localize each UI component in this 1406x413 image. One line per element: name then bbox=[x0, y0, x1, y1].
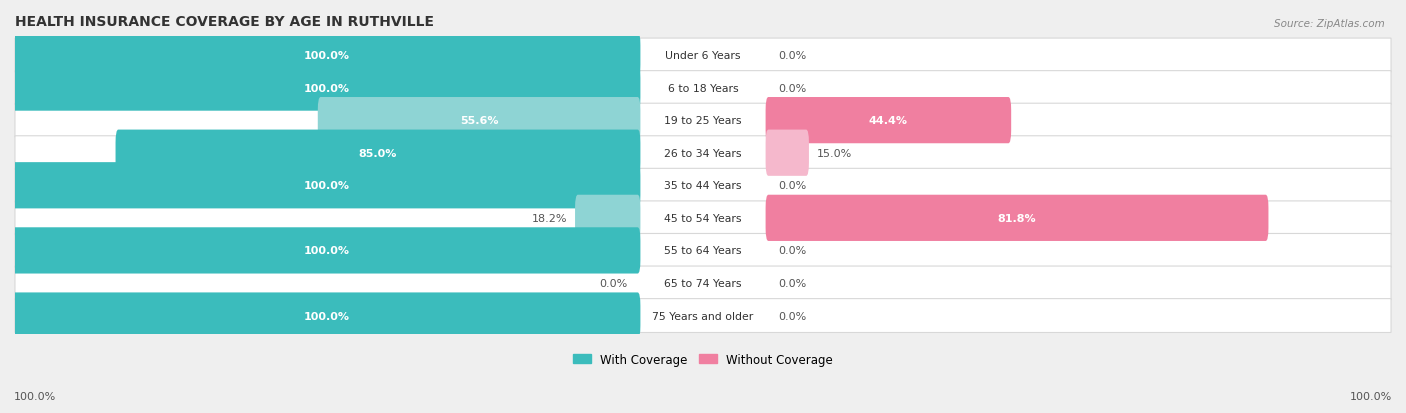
Text: 0.0%: 0.0% bbox=[779, 83, 807, 93]
FancyBboxPatch shape bbox=[15, 169, 1391, 203]
Text: 0.0%: 0.0% bbox=[779, 278, 807, 288]
Text: 18.2%: 18.2% bbox=[531, 214, 568, 223]
Text: HEALTH INSURANCE COVERAGE BY AGE IN RUTHVILLE: HEALTH INSURANCE COVERAGE BY AGE IN RUTH… bbox=[15, 15, 434, 29]
Text: 75 Years and older: 75 Years and older bbox=[652, 311, 754, 321]
Text: 100.0%: 100.0% bbox=[304, 311, 349, 321]
Text: 55.6%: 55.6% bbox=[460, 116, 498, 126]
Text: 44.4%: 44.4% bbox=[869, 116, 908, 126]
FancyBboxPatch shape bbox=[15, 299, 1391, 333]
Text: 35 to 44 Years: 35 to 44 Years bbox=[664, 181, 742, 191]
Text: 0.0%: 0.0% bbox=[779, 181, 807, 191]
FancyBboxPatch shape bbox=[15, 234, 1391, 268]
Text: 65 to 74 Years: 65 to 74 Years bbox=[664, 278, 742, 288]
FancyBboxPatch shape bbox=[318, 98, 640, 144]
Text: 15.0%: 15.0% bbox=[817, 148, 852, 158]
Text: 0.0%: 0.0% bbox=[779, 311, 807, 321]
FancyBboxPatch shape bbox=[766, 130, 808, 176]
Text: 100.0%: 100.0% bbox=[1350, 391, 1392, 401]
FancyBboxPatch shape bbox=[15, 39, 1391, 73]
FancyBboxPatch shape bbox=[15, 71, 1391, 105]
Text: 6 to 18 Years: 6 to 18 Years bbox=[668, 83, 738, 93]
Text: 85.0%: 85.0% bbox=[359, 148, 396, 158]
Text: 100.0%: 100.0% bbox=[14, 391, 56, 401]
Legend: With Coverage, Without Coverage: With Coverage, Without Coverage bbox=[568, 348, 838, 370]
FancyBboxPatch shape bbox=[13, 293, 640, 339]
Text: 100.0%: 100.0% bbox=[304, 246, 349, 256]
Text: 0.0%: 0.0% bbox=[779, 246, 807, 256]
Text: 45 to 54 Years: 45 to 54 Years bbox=[664, 214, 742, 223]
Text: 100.0%: 100.0% bbox=[304, 83, 349, 93]
FancyBboxPatch shape bbox=[13, 163, 640, 209]
FancyBboxPatch shape bbox=[13, 228, 640, 274]
Text: 0.0%: 0.0% bbox=[599, 278, 627, 288]
FancyBboxPatch shape bbox=[766, 98, 1011, 144]
Text: Under 6 Years: Under 6 Years bbox=[665, 51, 741, 61]
Text: 100.0%: 100.0% bbox=[304, 51, 349, 61]
FancyBboxPatch shape bbox=[13, 65, 640, 112]
FancyBboxPatch shape bbox=[15, 104, 1391, 138]
Text: 0.0%: 0.0% bbox=[779, 51, 807, 61]
FancyBboxPatch shape bbox=[15, 136, 1391, 170]
Text: 100.0%: 100.0% bbox=[304, 181, 349, 191]
Text: 55 to 64 Years: 55 to 64 Years bbox=[664, 246, 742, 256]
Text: Source: ZipAtlas.com: Source: ZipAtlas.com bbox=[1274, 19, 1385, 28]
FancyBboxPatch shape bbox=[15, 202, 1391, 235]
FancyBboxPatch shape bbox=[115, 130, 640, 176]
Text: 19 to 25 Years: 19 to 25 Years bbox=[664, 116, 742, 126]
FancyBboxPatch shape bbox=[766, 195, 1268, 241]
Text: 81.8%: 81.8% bbox=[998, 214, 1036, 223]
FancyBboxPatch shape bbox=[575, 195, 640, 241]
Text: 26 to 34 Years: 26 to 34 Years bbox=[664, 148, 742, 158]
FancyBboxPatch shape bbox=[15, 266, 1391, 300]
FancyBboxPatch shape bbox=[13, 33, 640, 79]
